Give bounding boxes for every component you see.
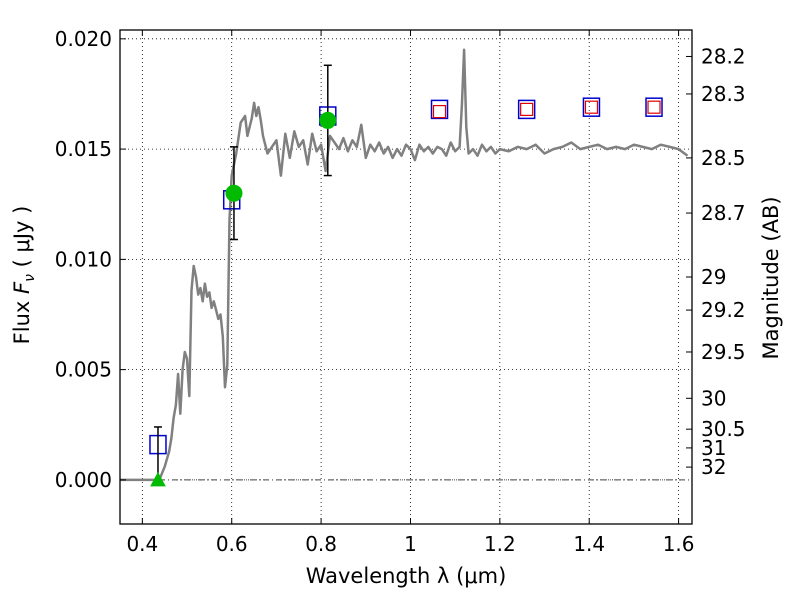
- x-tick-label: 0.4: [126, 532, 158, 556]
- y2-tick-label: 28.5: [701, 146, 746, 170]
- y-tick-label: 0.015: [55, 137, 112, 161]
- y2-axis-label: Magnitude (AB): [759, 196, 783, 359]
- upper-limit-marker: [150, 471, 166, 487]
- predicted-photometry-marker: [647, 100, 661, 114]
- x-tick-label: 1: [404, 532, 417, 556]
- x-tick-label: 0.6: [216, 532, 248, 556]
- predicted-photometry-marker: [432, 104, 447, 119]
- y-tick-label: 0.010: [55, 247, 112, 271]
- y2-tick-label: 32: [701, 455, 726, 479]
- x-tick-label: 0.8: [305, 532, 337, 556]
- model-photometry-marker: [645, 97, 663, 117]
- observed-point: [319, 111, 337, 129]
- y2-tick-label: 28.2: [701, 44, 746, 68]
- model-photometry-marker: [517, 99, 536, 120]
- y-tick-label: 0.005: [55, 358, 112, 382]
- y2-tick-label: 29: [701, 265, 726, 289]
- plot-frame: [119, 29, 693, 525]
- y2-tick-label: 28.3: [701, 82, 746, 106]
- predicted-photometry-marker: [584, 100, 599, 114]
- grid-lines: [120, 30, 692, 524]
- predicted-photometry-marker: [520, 102, 534, 116]
- x-axis-label: Wavelength λ (μm): [306, 564, 507, 588]
- y2-tick-label: 29.2: [701, 298, 746, 322]
- y2-tick-label: 31: [701, 436, 726, 460]
- model-photometry-marker: [582, 97, 601, 117]
- y2-tick-label: 30: [701, 386, 726, 410]
- model-photometry-marker: [430, 99, 449, 120]
- y-axis-label: Flux Fν ( μJy ): [10, 206, 38, 345]
- y2-tick-label: 30.5: [701, 417, 746, 441]
- x-tick-label: 1.4: [573, 532, 605, 556]
- observed-point: [225, 184, 243, 202]
- x-tick-label: 1.2: [484, 532, 516, 556]
- model-spectrum-line: [120, 48, 689, 482]
- x-tick-label: 1.6: [663, 532, 695, 556]
- y-tick-label: 0.020: [55, 27, 112, 51]
- y2-tick-label: 28.7: [701, 201, 746, 225]
- y-tick-label: 0.000: [55, 468, 112, 492]
- series-layer: [120, 48, 689, 487]
- tick-layer: 0.4 0.6 0.8 1 1.2 1.4 1.6 0.000 0.005 0.010 0.015 0…: [55, 27, 746, 556]
- y2-tick-label: 29.5: [701, 340, 746, 364]
